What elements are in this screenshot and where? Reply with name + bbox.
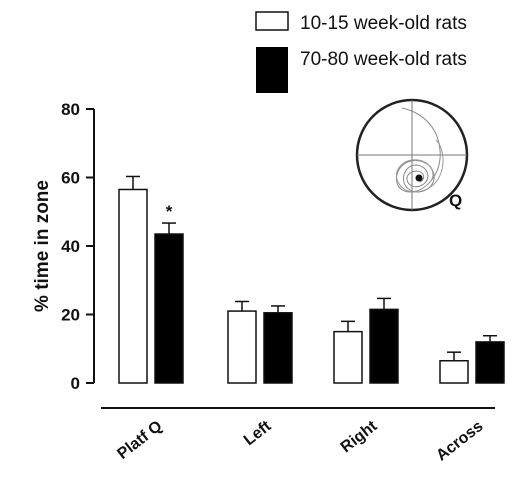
bar-old bbox=[369, 308, 399, 384]
legend-label-young: 10-15 week-old rats bbox=[300, 13, 467, 34]
inset-swim-path: Q bbox=[355, 98, 469, 212]
y-axis-title: % time in zone bbox=[32, 180, 53, 312]
significance-marker: * bbox=[166, 202, 173, 221]
bar-young bbox=[118, 188, 148, 384]
bar-young bbox=[439, 359, 469, 384]
x-tick-label: Across bbox=[433, 418, 486, 465]
bar-old bbox=[154, 233, 184, 384]
x-tick-label: Left bbox=[241, 417, 275, 449]
bar-old bbox=[263, 312, 293, 384]
x-tick-label: Right bbox=[338, 417, 381, 456]
inset-platform bbox=[415, 174, 423, 182]
legend-label-old: 70-80 week-old rats bbox=[300, 49, 467, 70]
inset-quadrant-label: Q bbox=[449, 191, 462, 210]
legend-swatch-young bbox=[255, 11, 289, 31]
bar-young bbox=[227, 310, 257, 384]
y-tick-label: 40 bbox=[61, 237, 80, 256]
inset-path-trace-2 bbox=[396, 139, 444, 193]
y-tick-label: 60 bbox=[61, 169, 80, 188]
bars: * bbox=[118, 175, 505, 384]
y-tick-label: 20 bbox=[61, 306, 80, 325]
legend: 10-15 week-old rats 70-80 week-old rats bbox=[255, 11, 467, 93]
y-tick-label: 0 bbox=[71, 374, 80, 393]
y-tick-label: 80 bbox=[61, 100, 80, 119]
bar-young bbox=[333, 330, 363, 384]
x-tick-label: Platf Q bbox=[114, 418, 165, 463]
legend-swatch-old bbox=[256, 47, 288, 93]
bar-old bbox=[475, 341, 505, 384]
y-ticks: 0 20 40 60 80 bbox=[61, 100, 94, 393]
x-tick-labels: Platf Q Left Right Across bbox=[114, 417, 486, 464]
